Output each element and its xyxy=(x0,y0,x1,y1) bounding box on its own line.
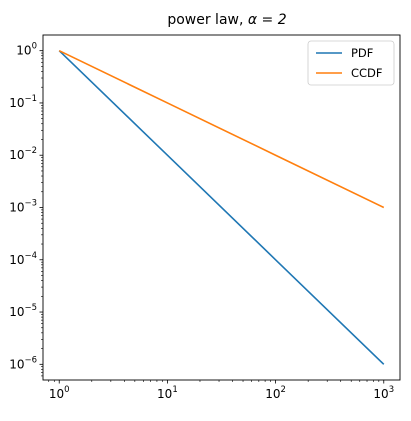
y-tick-label: 10−2 xyxy=(9,146,37,162)
legend-label-pdf: PDF xyxy=(351,46,373,60)
y-tick-label-base: 10 xyxy=(9,253,24,267)
legend: PDF CCDF xyxy=(308,41,394,85)
y-tick-label: 10−1 xyxy=(9,94,37,110)
legend-label-ccdf: CCDF xyxy=(351,66,383,80)
x-tick-label-base: 10 xyxy=(49,387,64,401)
x-tick-label: 102 xyxy=(265,385,286,401)
x-tick-label-exp: 3 xyxy=(389,385,394,395)
x-tick-label-exp: 1 xyxy=(172,385,177,395)
y-tick-label-exp: −4 xyxy=(24,251,37,261)
y-tick-label-exp: −2 xyxy=(24,146,37,156)
y-tick-label: 100 xyxy=(16,42,37,58)
x-tick-label: 101 xyxy=(157,385,178,401)
chart-title-math: α = 2 xyxy=(248,12,287,28)
y-tick-label-exp: −1 xyxy=(24,94,37,104)
x-tick-label-exp: 0 xyxy=(64,385,69,395)
x-tick-label-base: 10 xyxy=(373,387,388,401)
series-line-pdf xyxy=(59,51,384,365)
y-tick-label-exp: −3 xyxy=(24,198,37,208)
y-tick-label-base: 10 xyxy=(9,200,24,214)
x-tick-label-base: 10 xyxy=(265,387,280,401)
series-layer xyxy=(59,51,384,365)
x-axis: 100 101 102 103 xyxy=(49,380,394,401)
y-tick-label: 10−4 xyxy=(9,251,37,267)
y-tick-label-base: 10 xyxy=(9,305,24,319)
x-tick-label: 100 xyxy=(49,385,70,401)
chart-title: power law, α = 2 xyxy=(167,12,286,28)
x-tick-label: 103 xyxy=(373,385,394,401)
y-tick-label-exp: −5 xyxy=(24,303,37,313)
x-tick-label-exp: 2 xyxy=(281,385,286,395)
x-tick-label-base: 10 xyxy=(157,387,172,401)
y-tick-label-base: 10 xyxy=(9,96,24,110)
y-tick-label-base: 10 xyxy=(9,148,24,162)
chart-title-prefix: power law, xyxy=(167,12,248,28)
y-tick-label: 10−6 xyxy=(9,355,37,371)
y-tick-label-base: 10 xyxy=(16,44,31,58)
y-tick-label: 10−5 xyxy=(9,303,37,319)
y-tick-label: 10−3 xyxy=(9,198,37,214)
y-tick-label-exp: −6 xyxy=(24,355,37,365)
y-tick-label-exp: 0 xyxy=(32,42,37,52)
y-tick-label-base: 10 xyxy=(9,357,24,371)
